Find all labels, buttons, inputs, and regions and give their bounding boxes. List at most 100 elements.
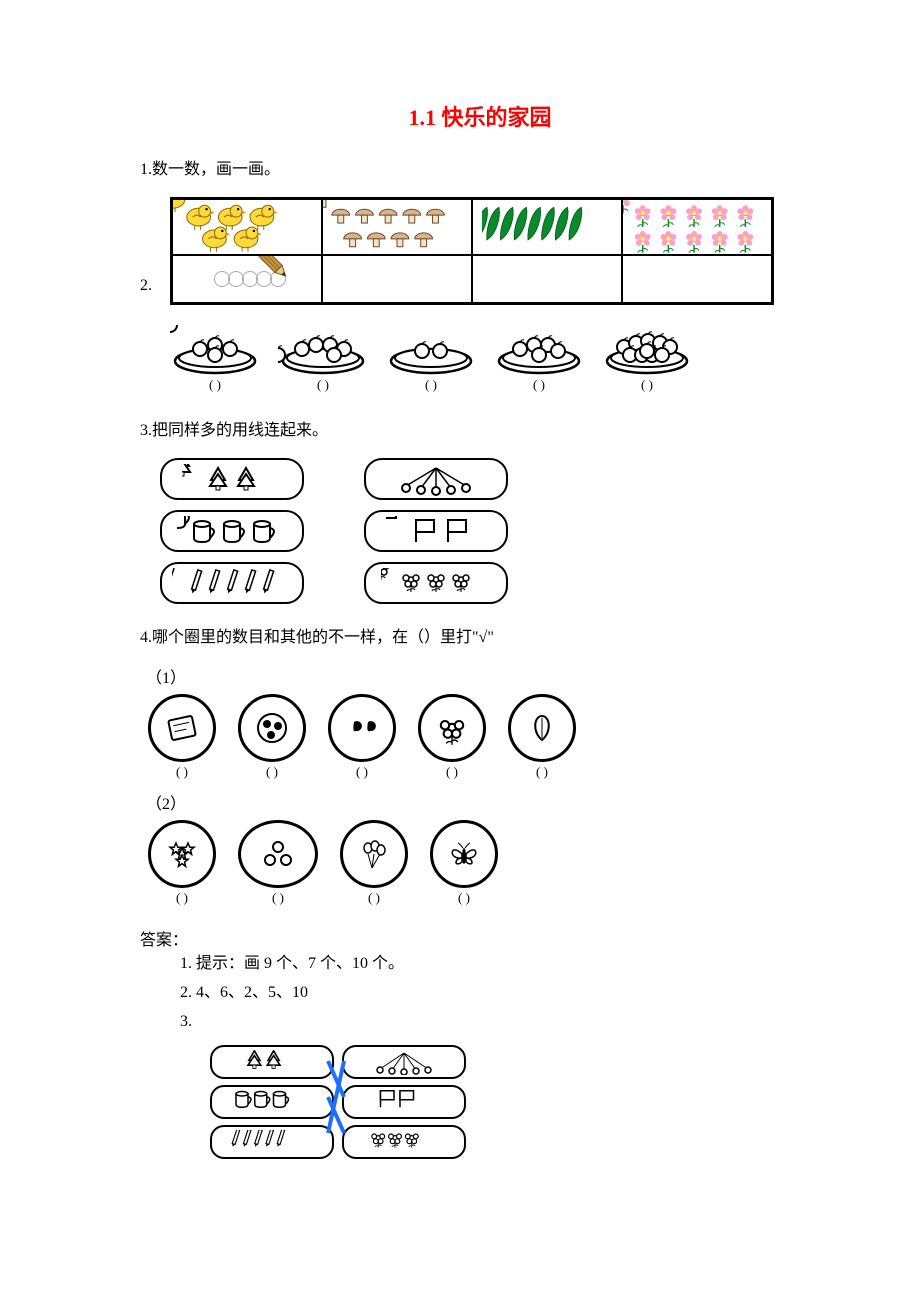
dots-icon <box>238 694 306 762</box>
q1-answer-cell-4 <box>622 255 772 303</box>
q4-item-commas: ( ) <box>328 694 396 780</box>
star-icon <box>148 820 216 888</box>
pill-flowers-sm <box>342 1125 466 1159</box>
paren: ( ) <box>425 377 437 393</box>
page: 1.1 快乐的家园 1.数一数，画一画。 2. <box>0 0 920 1199</box>
pill-cups-sm <box>210 1085 334 1119</box>
plate-2: ( ) <box>278 325 368 393</box>
q4-item-balloons: ( ) <box>340 820 408 906</box>
q2-plates: ( ) ( ) ( ) ( ) <box>170 325 820 393</box>
pill-pencils-sm <box>210 1125 334 1159</box>
pill-cherries <box>364 458 508 500</box>
leaves-icon <box>482 203 612 251</box>
q1-answer-cell-2 <box>322 255 472 303</box>
plate-icon <box>494 325 584 375</box>
q4-item-flower: ( ) <box>418 694 486 780</box>
q3-figure <box>160 458 820 604</box>
page-title: 1.1 快乐的家园 <box>140 100 820 132</box>
plate-icon <box>170 325 260 375</box>
butterfly-icon <box>430 820 498 888</box>
flower-icon <box>381 568 491 598</box>
cup-icon <box>177 516 287 546</box>
pill-flags <box>364 510 508 552</box>
q4-item-dots: ( ) <box>238 694 306 780</box>
answer-3-label: 3. <box>180 1008 820 1037</box>
q4-row2: ( ) ( ) ( ) <box>148 820 820 906</box>
balloon-icon <box>340 820 408 888</box>
pill-trees-sm <box>210 1045 334 1079</box>
q4-label: 4.哪个圈里的数目和其他的不一样，在（）里打"√" <box>140 629 494 646</box>
pill-flowers <box>364 562 508 604</box>
paren: ( ) <box>458 890 470 906</box>
plate-icon <box>386 325 476 375</box>
ans-right-col <box>342 1045 466 1159</box>
pencil-icon <box>255 255 295 284</box>
answers-section: 答案： 1. 提示：画 9 个、7 个、10 个。 2. 4、6、2、5、10 … <box>140 926 820 1158</box>
pill-trees <box>160 458 304 500</box>
pill-cups <box>160 510 304 552</box>
answer-3-figure <box>210 1045 530 1159</box>
answers-header: 答案： <box>140 926 820 950</box>
paren: ( ) <box>536 764 548 780</box>
flower-icon <box>418 694 486 762</box>
flowers-icon <box>623 199 771 255</box>
q4-item-circles: ( ) <box>238 820 318 906</box>
question-1: 1.数一数，画一画。 <box>140 156 820 185</box>
q1-cell-flowers <box>622 199 772 255</box>
q4-sub2-label: （2） <box>146 790 820 814</box>
pill-flags-sm <box>342 1085 466 1119</box>
q1-answer-cell-1 <box>172 255 322 303</box>
answer-1: 1. 提示：画 9 个、7 个、10 个。 <box>180 950 820 979</box>
paren: ( ) <box>176 890 188 906</box>
q1-cell-leaves <box>472 199 622 255</box>
paren: ( ) <box>533 377 545 393</box>
plate-icon <box>602 325 692 375</box>
q1-cell-chicks <box>172 199 322 255</box>
pill-pencils <box>160 562 304 604</box>
q2-label: 2. <box>140 277 152 295</box>
paren: ( ) <box>272 890 284 906</box>
paren: ( ) <box>209 377 221 393</box>
q4-item-butterfly: ( ) <box>430 820 498 906</box>
paren: ( ) <box>266 764 278 780</box>
q1-answer-cell-3 <box>472 255 622 303</box>
paren: ( ) <box>317 377 329 393</box>
flag-icon <box>386 516 486 546</box>
paren: ( ) <box>641 377 653 393</box>
q4-item-stars: ( ) <box>148 820 216 906</box>
question-4: 4.哪个圈里的数目和其他的不一样，在（）里打"√" <box>140 624 820 653</box>
mushrooms-icon <box>323 199 471 255</box>
question-3: 3.把同样多的用线连起来。 <box>140 417 820 446</box>
q4-row1: ( ) ( ) ( ) ( ) ( ) <box>148 694 820 780</box>
commas-icon <box>328 694 396 762</box>
q3-label: 3.把同样多的用线连起来。 <box>140 422 328 439</box>
paren: ( ) <box>356 764 368 780</box>
q3-right-col <box>364 458 508 604</box>
plate-icon <box>278 325 368 375</box>
chicks-icon <box>173 199 321 255</box>
q1-label: 1.数一数，画一画。 <box>140 161 280 178</box>
q3-left-col <box>160 458 304 604</box>
cherry-icon <box>376 462 496 496</box>
q4-item-book: ( ) <box>148 694 216 780</box>
tree-icon <box>182 464 282 494</box>
plate-4: ( ) <box>494 325 584 393</box>
leaf-icon <box>508 694 576 762</box>
q1-cell-mushrooms <box>322 199 472 255</box>
pencils-icon <box>172 568 292 598</box>
plate-3: ( ) <box>386 325 476 393</box>
q4-item-leaf: ( ) <box>508 694 576 780</box>
plate-1: ( ) <box>170 325 260 393</box>
paren: ( ) <box>446 764 458 780</box>
pill-cherries-sm <box>342 1045 466 1079</box>
answers-list: 1. 提示：画 9 个、7 个、10 个。 2. 4、6、2、5、10 3. <box>140 950 820 1036</box>
q4-sub1-label: （1） <box>146 664 820 688</box>
q1-grid: 2. <box>170 197 774 305</box>
plate-5: ( ) <box>602 325 692 393</box>
circles-icon <box>238 820 318 888</box>
ans-left-col <box>210 1045 334 1159</box>
paren: ( ) <box>176 764 188 780</box>
paren: ( ) <box>368 890 380 906</box>
book-icon <box>148 694 216 762</box>
answer-2: 2. 4、6、2、5、10 <box>180 979 820 1008</box>
